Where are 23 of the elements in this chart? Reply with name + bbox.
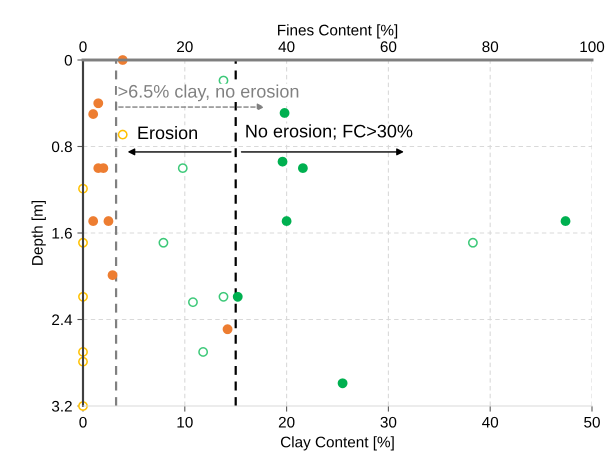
x-tick-label: 40	[482, 416, 498, 428]
annotation: Erosion	[138, 126, 197, 140]
annotation: No erosion; FC>30%	[246, 124, 412, 140]
x2-axis-title: Fines Content [%]	[278, 24, 398, 39]
y-tick-label: 0	[64, 54, 72, 66]
x-tick-label: 0	[79, 416, 87, 428]
annotation: >6.5% clay, no erosion	[118, 84, 298, 102]
x2-tick-label: 20	[177, 41, 193, 52]
x2-tick-label: 60	[380, 41, 396, 52]
x-tick-label: 10	[177, 416, 193, 428]
x-tick-label: 50	[584, 416, 600, 428]
x2-tick-label: 80	[482, 41, 498, 52]
x2-tick-label: 0	[79, 41, 87, 52]
y-tick-label: 3.2	[52, 400, 72, 412]
y-tick-label: 1.6	[52, 228, 72, 239]
y-tick-label: 0.8	[52, 141, 72, 152]
y-tick-label: 2.4	[52, 314, 72, 326]
x-axis-title: Clay Content [%]	[280, 436, 394, 450]
x-tick-label: 20	[278, 416, 294, 428]
x-tick-label: 30	[380, 416, 396, 428]
x2-tick-label: 100	[580, 41, 604, 52]
x2-tick-label: 40	[278, 41, 294, 52]
y-axis-title: Depth [m]	[32, 200, 46, 265]
